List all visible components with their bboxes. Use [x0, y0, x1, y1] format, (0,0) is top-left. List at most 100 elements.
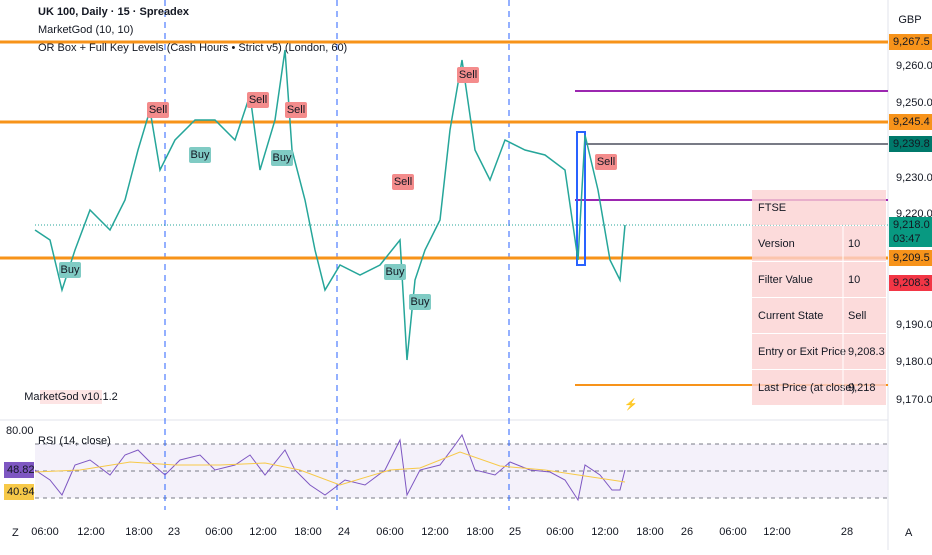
signal-bg: [271, 150, 293, 166]
signal-label: Buy: [411, 296, 430, 308]
signal-bg: [147, 102, 169, 118]
price-badge-bg: [889, 250, 932, 266]
table-cell: FTSE: [758, 202, 786, 214]
currency: GBP: [898, 14, 921, 26]
price-badge-bg: [889, 231, 932, 247]
signal-bg: [392, 174, 414, 190]
corner-z: Z: [12, 527, 19, 539]
time-label: 06:00: [719, 526, 747, 538]
price-label: 9,260.0: [896, 60, 932, 72]
price-badge: 9,239.8: [893, 138, 930, 150]
watermark: MarketGod v10.1.2: [24, 391, 118, 403]
table-cell: Filter Value: [758, 274, 813, 286]
rsi-upper: 80.00: [6, 425, 34, 437]
time-label: 23: [168, 526, 180, 538]
table-cell: 10: [848, 274, 860, 286]
table-cell: Current State: [758, 310, 823, 322]
time-label: 28: [841, 526, 853, 538]
corner-a: A: [905, 527, 913, 539]
time-label: 24: [338, 526, 350, 538]
indicator-legend: MarketGod (10, 10): [38, 24, 133, 36]
table-cell: 9,218: [848, 382, 876, 394]
time-label: 12:00: [249, 526, 277, 538]
time-label: 18:00: [466, 526, 494, 538]
time-label: 06:00: [376, 526, 404, 538]
time-label: 18:00: [125, 526, 153, 538]
signal-label: Buy: [61, 264, 80, 276]
signal-bg: [409, 294, 431, 310]
rsi-badge-bg: [4, 484, 34, 500]
rsi-title: RSI (14, close): [38, 435, 111, 447]
symbol-title: UK 100, Daily · 15 · Spreadex: [38, 6, 190, 18]
signal-bg: [59, 262, 81, 278]
table-row: [752, 262, 886, 297]
rsi-ma-line: [34, 451, 626, 486]
indicator-legend: OR Box + Full Key Levels (Cash Hours • S…: [38, 42, 347, 54]
table-row: [752, 298, 886, 333]
session-lines: [164, 0, 510, 510]
signal-bg: [189, 147, 211, 163]
price-label: 9,250.0: [896, 97, 932, 109]
price-badge: 9,218.0: [893, 219, 930, 231]
table-row: [752, 370, 886, 405]
price-badge: 9,208.3: [893, 277, 930, 289]
price-label: 9,170.0: [896, 394, 932, 406]
time-label: 18:00: [636, 526, 664, 538]
key-levels: [0, 40, 888, 386]
signal-bg: [457, 67, 479, 83]
time-label: 12:00: [421, 526, 449, 538]
table-row: [752, 226, 886, 261]
table-cell: Version: [758, 238, 795, 250]
watermark-bg: [40, 390, 102, 404]
rsi-badge-bg: [4, 462, 34, 478]
table-cell: Entry or Exit Price: [758, 346, 846, 358]
price-label: 9,190.0: [896, 319, 932, 331]
table-cell: 10: [848, 238, 860, 250]
table-cell: Sell: [848, 310, 866, 322]
signal-label: Sell: [149, 104, 167, 116]
price-label: 9,220.0: [896, 208, 932, 220]
lightning-icon[interactable]: ⚡: [624, 398, 638, 411]
price-badge-bg: [889, 114, 932, 130]
time-label: 06:00: [546, 526, 574, 538]
time-label: 06:00: [205, 526, 233, 538]
time-label: 12:00: [763, 526, 791, 538]
price-badge-bg: [889, 34, 932, 50]
price-badge-bg: [889, 136, 932, 152]
table-cell: 9,208.3: [848, 346, 885, 358]
signal-bg: [384, 264, 406, 280]
signal-label: Sell: [459, 69, 477, 81]
time-label: 12:00: [591, 526, 619, 538]
signal-label: Sell: [287, 104, 305, 116]
signal-bg: [285, 102, 307, 118]
price-badge: 9,267.5: [893, 36, 930, 48]
price-badge: 9,245.4: [893, 116, 930, 128]
signal-label: Sell: [597, 156, 615, 168]
price-path: [34, 49, 626, 361]
price-label: 9,180.0: [896, 356, 932, 368]
time-label: 26: [681, 526, 693, 538]
table-cell: Last Price (at close): [758, 382, 855, 394]
price-badge-bg: [889, 275, 932, 291]
signal-label: Buy: [273, 152, 292, 164]
price-badge: 03:47: [893, 233, 921, 245]
signal-bg: [247, 92, 269, 108]
price-badge-bg: [889, 217, 932, 233]
table-row: [752, 334, 886, 369]
rsi-bounds: [35, 443, 888, 499]
time-label: 12:00: [77, 526, 105, 538]
time-label: 18:00: [294, 526, 322, 538]
price-label: 9,230.0: [896, 172, 932, 184]
time-label: 06:00: [31, 526, 59, 538]
signal-label: Buy: [191, 149, 210, 161]
time-label: 25: [509, 526, 521, 538]
signal-label: Sell: [249, 94, 267, 106]
or-box: [576, 131, 586, 266]
price-badge: 9,209.5: [893, 252, 930, 264]
signal-label: Sell: [394, 176, 412, 188]
table-row: [752, 190, 886, 225]
rsi-line: [34, 433, 626, 502]
rsi-badge: 48.82: [7, 464, 35, 476]
signal-label: Buy: [386, 266, 405, 278]
